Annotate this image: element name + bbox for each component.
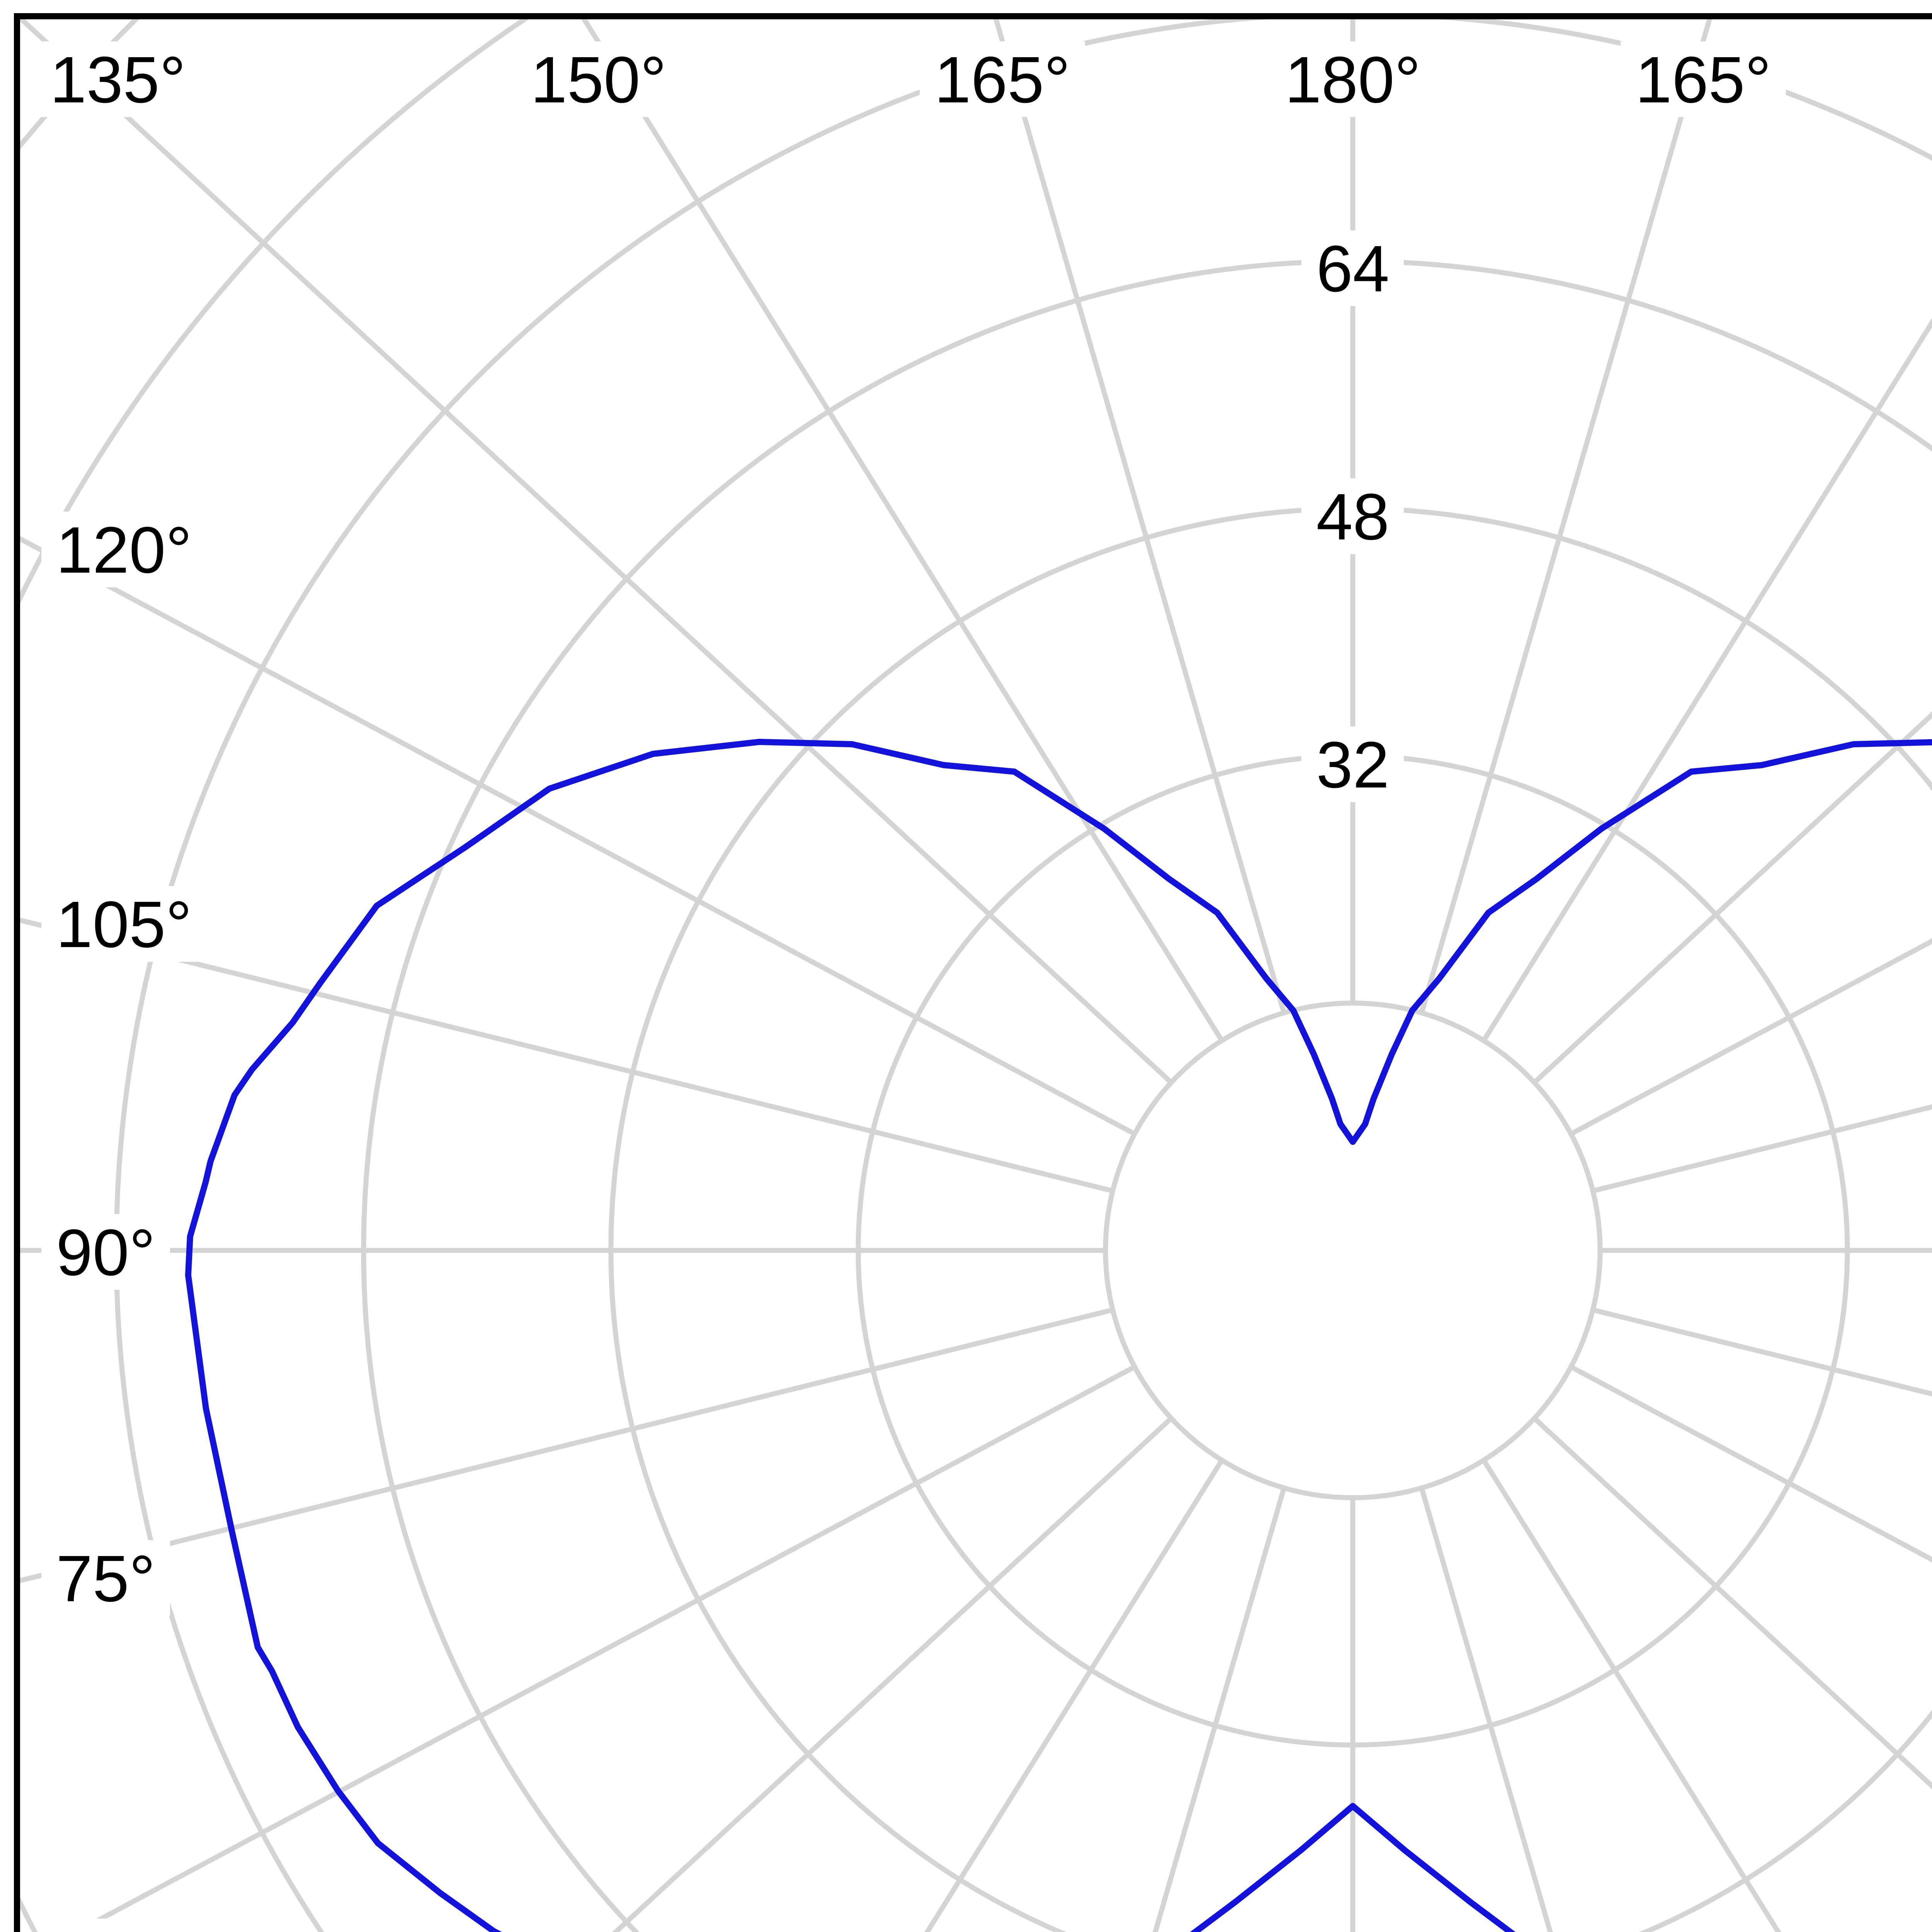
svg-text:75°: 75° — [56, 1542, 155, 1616]
svg-text:48: 48 — [1316, 480, 1389, 554]
svg-text:60°: 60° — [56, 1920, 155, 1932]
svg-text:32: 32 — [1316, 728, 1389, 802]
svg-text:180°: 180° — [1285, 43, 1421, 117]
svg-text:135°: 135° — [50, 43, 186, 117]
svg-text:165°: 165° — [1635, 43, 1771, 117]
svg-text:150°: 150° — [531, 43, 667, 117]
svg-text:165°: 165° — [934, 43, 1070, 117]
svg-text:64: 64 — [1316, 232, 1389, 306]
svg-text:90°: 90° — [56, 1216, 155, 1289]
svg-text:120°: 120° — [56, 514, 192, 587]
svg-text:105°: 105° — [56, 888, 192, 961]
